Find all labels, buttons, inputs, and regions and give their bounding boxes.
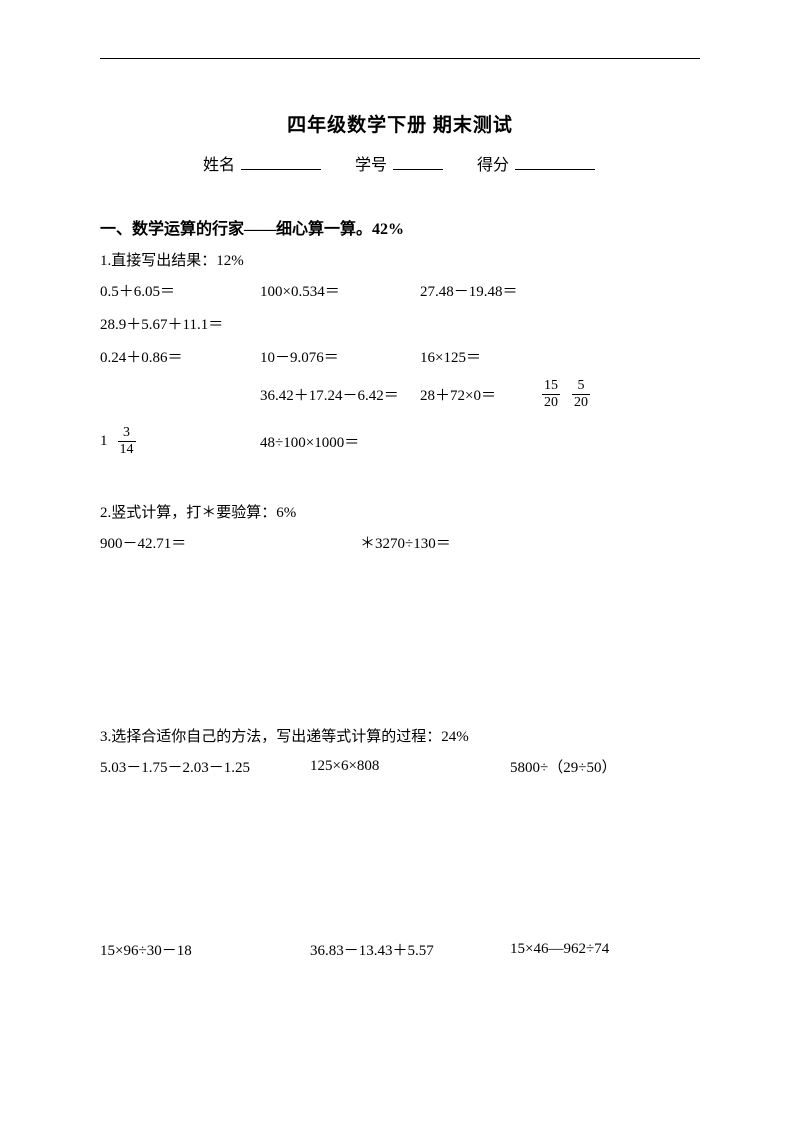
q3-cell: 15×96÷30－18 xyxy=(100,939,310,960)
q1-cell: 16×125＝ xyxy=(420,346,590,367)
id-blank[interactable] xyxy=(393,154,443,170)
q2-row-0: 900－42.71＝ ＊3270÷130＝ xyxy=(100,532,700,553)
q3-cell: 125×6×808 xyxy=(310,758,510,775)
score-blank[interactable] xyxy=(515,154,595,170)
work-space xyxy=(100,565,700,725)
student-info-line: 姓名 学号 得分 xyxy=(100,151,700,175)
q3-label: 3.选择合适你自己的方法，写出递等式计算的过程：24% xyxy=(100,725,700,746)
q1-cell: 0.24＋0.86＝ xyxy=(100,346,260,367)
q1-cell: 36.42＋17.24－6.42＝ xyxy=(260,384,420,405)
q1-row-3: 36.42＋17.24－6.42＝ 28＋72×0＝ 15 20 5 20 xyxy=(100,379,700,410)
q3-row-0: 5.03－1.75－2.03－1.25 125×6×808 5800÷（29÷5… xyxy=(100,756,700,777)
q1-label: 1.直接写出结果：12% xyxy=(100,249,700,270)
fraction-den: 20 xyxy=(572,395,590,410)
fraction-den: 14 xyxy=(118,442,136,457)
fraction-num: 3 xyxy=(118,426,136,442)
page: 四年级数学下册 期末测试 姓名 学号 得分 一、数学运算的行家——细心算一算。4… xyxy=(0,0,800,1132)
fraction: 5 20 xyxy=(572,379,590,410)
page-title: 四年级数学下册 期末测试 xyxy=(100,110,700,137)
fraction: 15 20 xyxy=(542,379,560,410)
q1-cell: 100×0.534＝ xyxy=(260,280,420,301)
fraction: 3 14 xyxy=(118,426,136,457)
score-label: 得分 xyxy=(477,157,509,174)
fraction-den: 20 xyxy=(542,395,560,410)
q1-cell: 10－9.076＝ xyxy=(260,346,420,367)
q1-cell: 28.9＋5.67＋11.1＝ xyxy=(100,313,590,334)
q3-cell: 36.83－13.43＋5.57 xyxy=(310,939,510,960)
section-1-heading: 一、数学运算的行家——细心算一算。42% xyxy=(100,215,700,239)
q1-cell: 28＋72×0＝ xyxy=(420,384,540,405)
q1-row-2: 0.24＋0.86＝ 10－9.076＝ 16×125＝ xyxy=(100,346,700,367)
work-space xyxy=(100,789,700,939)
q3-cell: 5800÷（29÷50） xyxy=(510,756,680,777)
fraction-num: 15 xyxy=(542,379,560,395)
q1-cell: 27.48－19.48＝ xyxy=(420,280,590,301)
q1-cell: 48÷100×1000＝ xyxy=(260,431,590,452)
q1-row-0: 0.5＋6.05＝ 100×0.534＝ 27.48－19.48＝ xyxy=(100,280,700,301)
fraction-num: 5 xyxy=(572,379,590,395)
id-label: 学号 xyxy=(355,157,387,174)
mixed-whole: 1 xyxy=(100,433,108,449)
name-label: 姓名 xyxy=(203,157,235,174)
q2-cell: 900－42.71＝ xyxy=(100,532,360,553)
spacer xyxy=(100,481,700,501)
q2-cell: ＊3270÷130＝ xyxy=(360,532,590,553)
q1-frac-cell: 15 20 5 20 xyxy=(540,379,640,410)
top-rule xyxy=(100,58,700,59)
q1-row-4: 1 3 14 48÷100×1000＝ xyxy=(100,426,700,457)
q1-cell: 0.5＋6.05＝ xyxy=(100,280,260,301)
name-blank[interactable] xyxy=(241,154,321,170)
q3-cell: 5.03－1.75－2.03－1.25 xyxy=(100,756,310,777)
q2-label: 2.竖式计算，打＊要验算：6% xyxy=(100,501,700,522)
q1-row-1: 28.9＋5.67＋11.1＝ xyxy=(100,313,700,334)
q3-row-1: 15×96÷30－18 36.83－13.43＋5.57 15×46—962÷7… xyxy=(100,939,700,960)
q3-cell: 15×46—962÷74 xyxy=(510,941,680,958)
q1-mixed-frac-cell: 1 3 14 xyxy=(100,426,260,457)
